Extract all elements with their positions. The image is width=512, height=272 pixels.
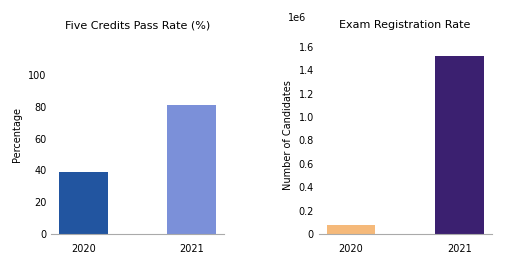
Text: 1e6: 1e6: [288, 13, 306, 23]
Bar: [327, 225, 375, 234]
Y-axis label: Number of Candidates: Number of Candidates: [283, 80, 293, 190]
Title: Five Credits Pass Rate (%): Five Credits Pass Rate (%): [65, 20, 210, 30]
Bar: [167, 105, 216, 234]
Bar: [435, 56, 484, 234]
Y-axis label: Percentage: Percentage: [12, 107, 23, 162]
Bar: [59, 172, 108, 234]
Title: Exam Registration Rate: Exam Registration Rate: [339, 20, 471, 30]
